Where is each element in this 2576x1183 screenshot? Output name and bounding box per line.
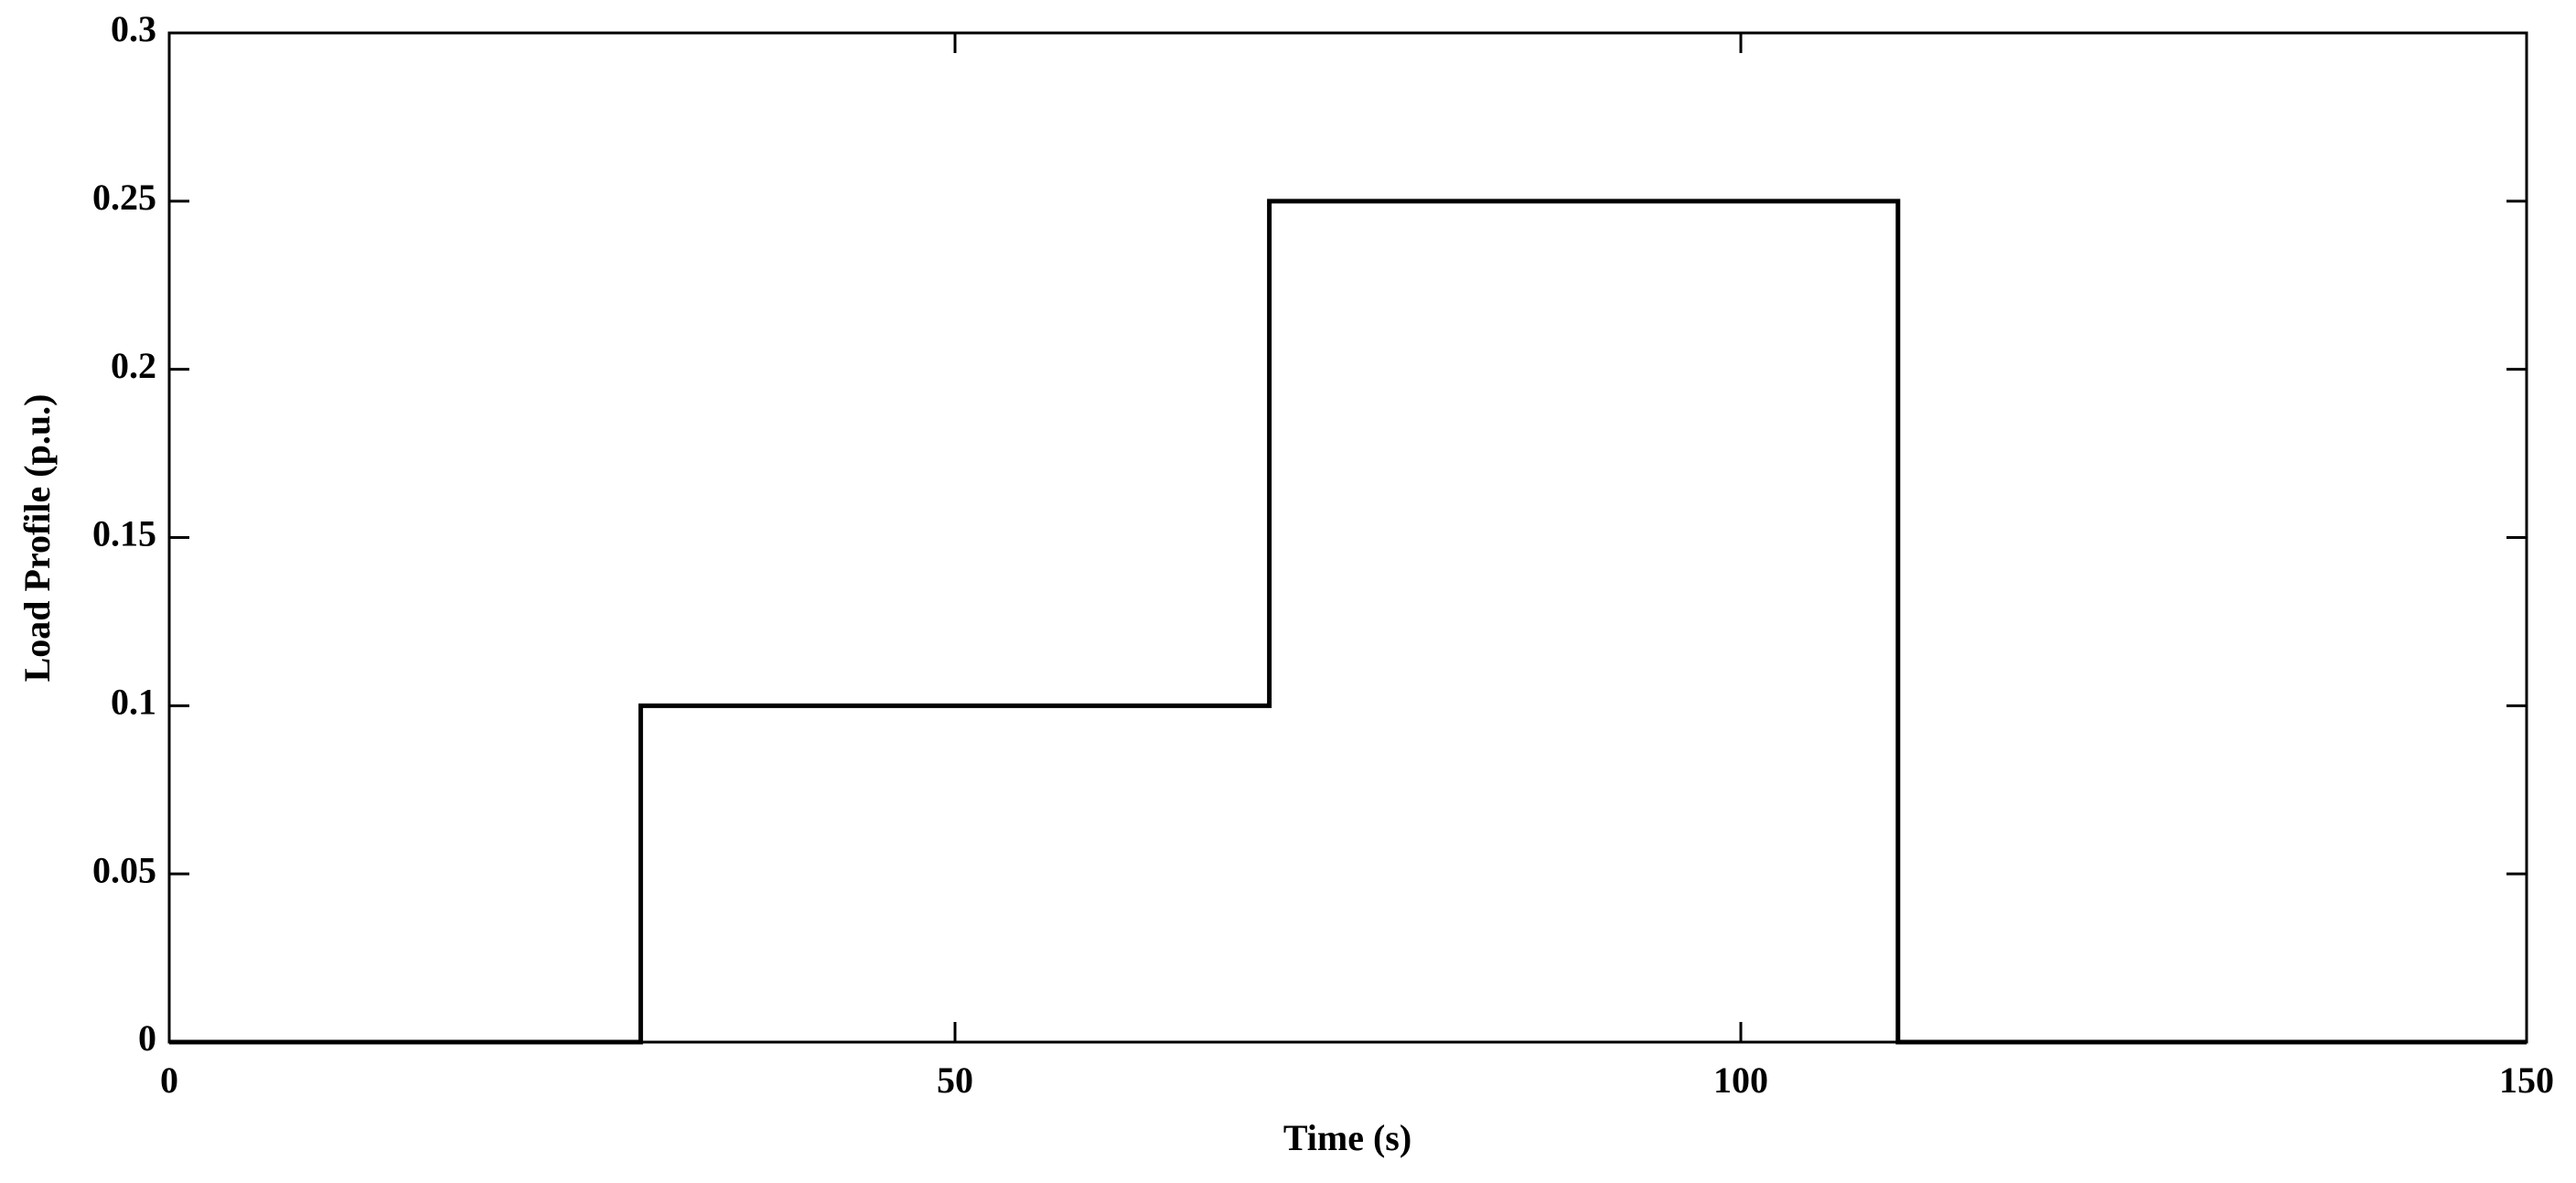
y-tick-label: 0.15 [92,513,156,554]
y-tick-label: 0 [138,1017,156,1059]
plot-frame [167,31,2528,1044]
data-line [169,199,2527,1045]
x-tick-label: 0 [160,1059,178,1101]
x-tick-label: 150 [2499,1059,2554,1101]
y-tick-label: 0.05 [92,849,156,890]
y-axis-label: Load Profile (p.u.) [16,394,58,683]
x-tick-label: 100 [1713,1059,1768,1101]
y-tick-label: 0.3 [111,8,156,49]
y-tick-label: 0.1 [111,682,156,723]
x-tick-label: 50 [937,1059,973,1101]
x-axis-label: Time (s) [1283,1117,1411,1158]
y-tick-label: 0.2 [111,345,156,386]
y-tick-label: 0.25 [92,177,156,218]
